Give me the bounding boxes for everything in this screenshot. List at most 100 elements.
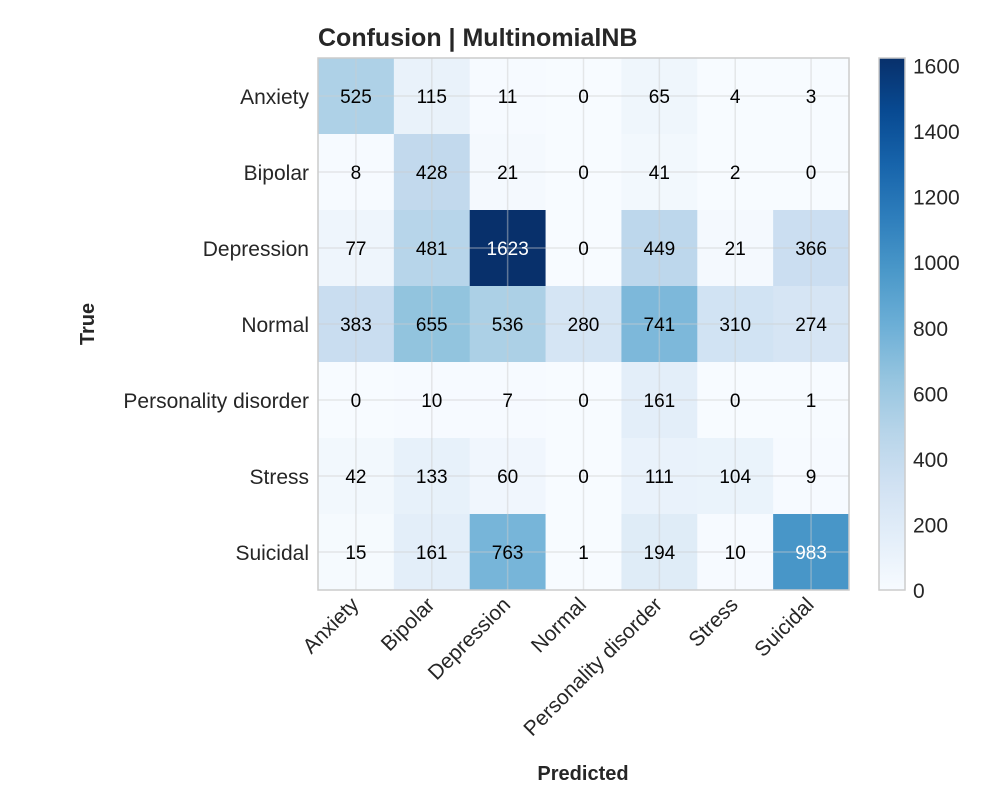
y-tick-label: Depression — [203, 238, 309, 261]
y-tick-label: Bipolar — [244, 162, 309, 185]
heatmap-cell — [773, 286, 850, 363]
chart-title: Confusion | MultinomialNB — [318, 24, 637, 52]
cell-value-label: 525 — [340, 87, 372, 108]
cell-value-label: 0 — [351, 391, 362, 412]
colorbar-tick-labels: 0 200 400 600 800 1000 1200 1400 1600 — [913, 56, 960, 603]
heatmap-cell — [621, 514, 698, 591]
colorbar-tick-label: 200 — [913, 514, 948, 537]
cell-value-label: 133 — [416, 467, 448, 488]
heatmap-cell — [621, 210, 698, 287]
cell-value-label: 0 — [806, 163, 817, 184]
heatmap-cell — [697, 438, 774, 515]
cell-value-label: 15 — [345, 543, 366, 564]
heatmap-cell — [621, 134, 698, 211]
colorbar-tick-label: 1200 — [913, 187, 960, 210]
y-tick-label: Suicidal — [235, 542, 309, 565]
x-tick-label: Normal — [527, 593, 591, 657]
cell-value-label: 0 — [730, 391, 741, 412]
heatmap-cell — [545, 286, 622, 363]
heatmap-cell — [545, 514, 622, 591]
x-tick-label: Depression — [424, 593, 515, 684]
heatmap-cell — [773, 210, 850, 287]
x-tick-label: Personality disorder — [519, 593, 666, 740]
heatmap-cell — [469, 286, 547, 363]
cell-value-label: 21 — [725, 239, 746, 260]
cell-value-label: 280 — [568, 315, 600, 336]
cell-value-label: 77 — [345, 239, 366, 260]
heatmap-cell — [545, 58, 622, 135]
colorbar-tick-label: 1400 — [913, 121, 960, 144]
heatmap-cell — [545, 134, 622, 211]
heatmap-cell — [393, 286, 471, 363]
heatmap-cell — [621, 286, 698, 363]
cell-value-label: 161 — [416, 543, 448, 564]
heatmap-cell — [469, 210, 547, 287]
heatmap-cell — [621, 438, 698, 515]
heatmap-cell — [318, 438, 395, 515]
cell-value-label: 481 — [416, 239, 448, 260]
x-tick-label: Suicidal — [750, 593, 818, 661]
heatmap-cell — [773, 438, 850, 515]
heatmap-cell — [393, 134, 471, 211]
heatmap-cell — [469, 58, 547, 135]
grid-lines — [318, 58, 849, 590]
colorbar-tick-label: 800 — [913, 318, 948, 341]
heatmap-cell — [545, 438, 622, 515]
heatmap-cell — [773, 134, 850, 211]
heatmap-cell — [545, 210, 622, 287]
y-tick-label: Anxiety — [240, 86, 309, 109]
cell-value-label: 274 — [795, 315, 827, 336]
cell-value-label: 655 — [416, 315, 448, 336]
cell-value-label: 3 — [806, 87, 817, 108]
cell-value-label: 0 — [578, 467, 589, 488]
heatmap-cell — [318, 210, 395, 287]
heatmap-cell — [469, 438, 547, 515]
y-tick-label: Normal — [241, 314, 309, 337]
cell-value-label: 4 — [730, 87, 741, 108]
cell-value-label: 366 — [795, 239, 827, 260]
colorbar — [878, 57, 906, 591]
cell-value-label: 10 — [725, 543, 746, 564]
cell-value-label: 104 — [719, 467, 751, 488]
heatmap-cell — [773, 58, 850, 135]
heatmap-cell — [469, 134, 547, 211]
cell-value-label: 65 — [649, 87, 670, 108]
heatmap-cell — [697, 210, 774, 287]
heatmap-cell — [697, 286, 774, 363]
heatmap-cell — [318, 286, 395, 363]
heatmap-cell — [393, 362, 471, 439]
x-tick-label: Anxiety — [298, 593, 363, 658]
x-tick-label: Stress — [684, 593, 742, 651]
cell-value-label: 60 — [497, 467, 518, 488]
cell-value-labels: 525 115 11 0 65 4 38 428 21 0 41 2 077 481 1623 0 449 21 3… — [340, 87, 827, 564]
colorbar-tick-label: 0 — [913, 580, 925, 603]
heatmap-cell — [697, 134, 774, 211]
y-tick-label: Personality disorder — [123, 390, 309, 413]
cell-value-label: 1623 — [487, 239, 529, 260]
heatmap-cell — [393, 514, 471, 591]
y-tick-labels: Anxiety Bipolar Depression Normal Personalit… — [123, 86, 309, 565]
heatmap-cells — [318, 58, 850, 591]
cell-value-label: 161 — [644, 391, 676, 412]
cell-value-label: 111 — [645, 467, 674, 488]
heatmap-cell — [318, 362, 395, 439]
cell-value-label: 7 — [502, 391, 513, 412]
heatmap-cell — [621, 58, 698, 135]
heatmap-cell — [621, 362, 698, 439]
x-tick-label: Bipolar — [377, 593, 439, 655]
heatmap-cell — [318, 58, 395, 135]
cell-value-label: 0 — [578, 239, 589, 260]
colorbar-tick-label: 1000 — [913, 252, 960, 275]
heatmap-cell — [697, 362, 774, 439]
heatmap-cell — [773, 514, 850, 591]
cell-value-label: 21 — [497, 163, 518, 184]
heatmap-cell — [318, 514, 395, 591]
cell-value-label: 2 — [730, 163, 741, 184]
cell-value-label: 428 — [416, 163, 448, 184]
cell-value-label: 0 — [578, 391, 589, 412]
heatmap-cell — [697, 58, 774, 135]
heatmap-cell — [545, 362, 622, 439]
y-axis-label: True — [77, 303, 99, 345]
cell-value-label: 536 — [492, 315, 524, 336]
